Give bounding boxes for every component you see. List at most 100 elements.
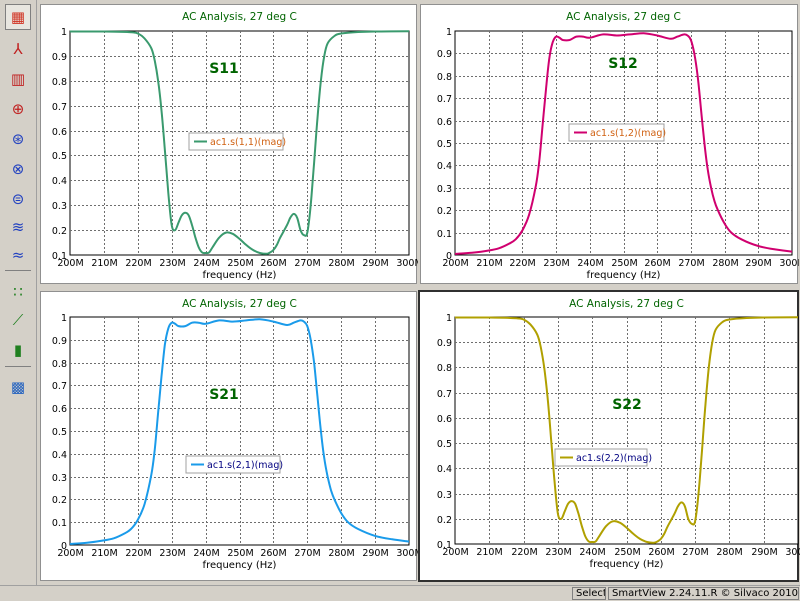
y-tick-label: 0.5: [437, 439, 452, 450]
y-tick-label: 0.1: [437, 540, 452, 551]
y-tick-label: 0.8: [437, 72, 452, 83]
grid-icon[interactable]: ▦: [5, 4, 31, 30]
chart-panel-s21[interactable]: AC Analysis, 27 deg C 200M 210M 220M 230M 240…: [40, 291, 418, 581]
x-tick-label: 230M: [543, 258, 569, 269]
smith-chart-y-icon-glyph: ⊗: [11, 159, 25, 178]
legend-box: [188, 132, 284, 151]
x-tick-label: 260M: [648, 547, 674, 558]
x-tick-label: 200M: [442, 547, 468, 558]
x-tick-label: 290M: [751, 547, 777, 558]
smith-chart-y-icon[interactable]: ⊗: [5, 156, 31, 182]
wave-grid-icon[interactable]: ≈: [5, 242, 31, 268]
legend-label: ac1.s(1,2)(mag): [590, 128, 666, 139]
x-tick-label: 210M: [91, 548, 117, 559]
separator-1: [5, 270, 31, 271]
legend-label: ac1.s(1,1)(mag): [210, 137, 286, 148]
legend: ac1.s(1,2)(mag): [568, 123, 666, 142]
x-axis-label: frequency (Hz): [203, 270, 277, 281]
y-tick-label: 1: [446, 27, 452, 38]
line-chart-icon-glyph: ⟋: [12, 310, 24, 329]
x-tick-label: 280M: [712, 258, 738, 269]
x-tick-label: 290M: [362, 258, 388, 269]
legend-box: [568, 123, 665, 142]
smith-chart-icon-glyph: ⊛: [11, 129, 25, 148]
legend: ac1.s(1,1)(mag): [188, 132, 286, 151]
x-tick-label: 290M: [362, 548, 388, 559]
smith-chart-e-icon[interactable]: ⊜: [5, 186, 31, 212]
y-tick-label: 1: [446, 313, 452, 324]
y-tick-label: 0.9: [52, 52, 67, 63]
x-tick-label: 220M: [125, 258, 151, 269]
x-tick-label: 250M: [227, 548, 253, 559]
y-tick-label: 0.7: [437, 94, 452, 105]
polar-plot-icon[interactable]: ⊕: [5, 96, 31, 122]
histogram-icon-glyph: ▮: [13, 340, 23, 359]
legend-box: [554, 448, 648, 467]
line-chart-icon[interactable]: ⟋: [5, 307, 31, 333]
series-line-0: [69, 30, 410, 255]
bar-chart-icon-glyph: ▥: [10, 69, 26, 88]
y-tick-label: 0.5: [52, 427, 67, 438]
status-mode: Select: [572, 587, 606, 600]
scatter-icon-glyph: ∷: [13, 282, 23, 301]
x-tick-label: 250M: [227, 258, 253, 269]
chart-svg-3: AC Analysis, 27 deg C 200M 210M 220M 230M 240…: [437, 298, 800, 570]
series-line-0: [454, 32, 793, 255]
x-tick-label: 270M: [294, 548, 320, 559]
chart-annotation: S12: [608, 56, 638, 72]
y-tick-label: 0.6: [437, 117, 452, 128]
x-tick-label: 270M: [294, 258, 320, 269]
x-tick-label: 210M: [476, 258, 502, 269]
x-tick-label: 280M: [716, 547, 742, 558]
x-tick-label: 260M: [260, 258, 286, 269]
x-tick-label: 270M: [678, 258, 704, 269]
x-tick-label: 210M: [476, 547, 502, 558]
contour-icon[interactable]: ▩: [5, 374, 31, 400]
x-axis-label: frequency (Hz): [590, 559, 664, 570]
y-tick-label: 0.5: [52, 151, 67, 162]
y-tick-label: 0: [446, 251, 452, 262]
chart-title: AC Analysis, 27 deg C: [182, 11, 297, 23]
legend: ac1.s(2,2)(mag): [554, 448, 652, 467]
y-tick-label: 0.2: [52, 495, 67, 506]
chart-annotation: S11: [209, 61, 239, 77]
y-tick-label: 0.2: [52, 226, 67, 237]
y-tick-label: 0.1: [52, 518, 67, 529]
x-tick-label: 240M: [579, 547, 605, 558]
smith-chart-icon[interactable]: ⊛: [5, 126, 31, 152]
y-tick-label: 0.6: [437, 414, 452, 425]
y-tick-label: 0.3: [52, 473, 67, 484]
x-tick-label: 230M: [159, 548, 185, 559]
chart-svg-1: AC Analysis, 27 deg C 200M 210M 220M 230M 240…: [437, 11, 799, 281]
vertical-toolbar: ▦ ⅄ ▥ ⊕ ⊛ ⊗ ⊜ ≋ ≈ ∷ ⟋ ▮ ▩: [0, 0, 37, 600]
y-tick-label: 0.8: [437, 363, 452, 374]
real-imag-icon[interactable]: ⅄: [5, 36, 31, 62]
y-tick-label: 0.7: [52, 381, 67, 392]
smith-chart-e-icon-glyph: ⊜: [11, 189, 25, 208]
y-tick-label: 0.4: [437, 464, 452, 475]
y-tick-label: 0.2: [437, 206, 452, 217]
y-tick-label: 0.9: [437, 49, 452, 60]
chart-annotation: S21: [209, 387, 239, 403]
chart-panel-s12[interactable]: AC Analysis, 27 deg C 200M 210M 220M 230M 240…: [420, 4, 799, 284]
x-tick-label: 230M: [545, 547, 571, 558]
histogram-icon[interactable]: ▮: [5, 337, 31, 363]
x-tick-label: 250M: [611, 258, 637, 269]
x-tick-label: 240M: [577, 258, 603, 269]
scatter-icon[interactable]: ∷: [5, 279, 31, 305]
x-tick-label: 220M: [511, 547, 537, 558]
plot-frame: [454, 316, 799, 545]
contour-icon-glyph: ▩: [10, 377, 26, 396]
y-tick-label: 0.7: [52, 102, 67, 113]
bar-chart-icon[interactable]: ▥: [5, 66, 31, 92]
legend-label: ac1.s(2,2)(mag): [576, 453, 652, 464]
y-tick-label: 1: [61, 313, 67, 324]
chart-panel-s11[interactable]: AC Analysis, 27 deg C 200M 210M 220M 230M 240…: [40, 4, 418, 284]
chart-annotation: S22: [612, 397, 642, 413]
chart-panel-s22[interactable]: AC Analysis, 27 deg C 200M 210M 220M 230M 240…: [418, 290, 800, 582]
y-tick-label: 0.1: [437, 229, 452, 240]
y-tick-label: 0.7: [437, 389, 452, 400]
legend-label: ac1.s(2,1)(mag): [207, 460, 283, 471]
x-tick-label: 210M: [91, 258, 117, 269]
waveform-icon[interactable]: ≋: [5, 214, 31, 240]
